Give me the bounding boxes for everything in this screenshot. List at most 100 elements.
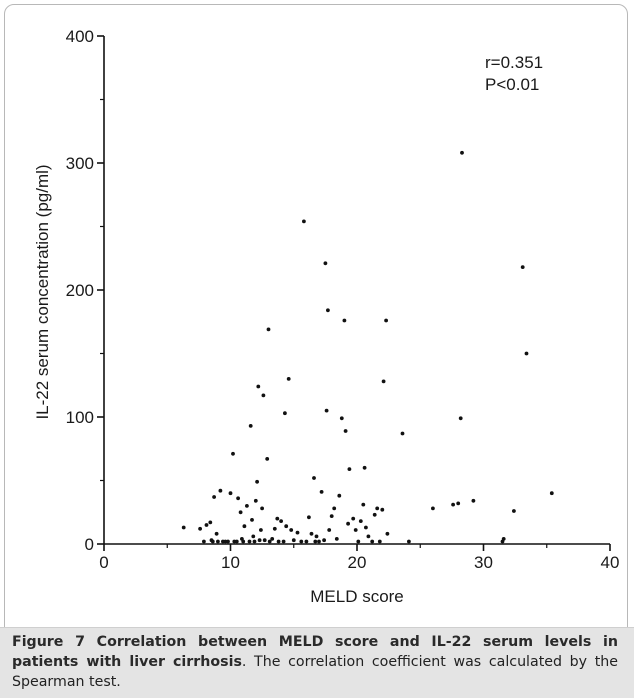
data-points: [181, 150, 554, 544]
data-point: [375, 506, 380, 511]
data-point: [253, 498, 258, 503]
data-point: [260, 506, 264, 511]
data-point: [400, 431, 405, 436]
y-tick-label: 200: [66, 281, 94, 300]
data-point: [250, 518, 254, 522]
data-point: [241, 539, 246, 544]
data-point: [202, 539, 206, 544]
data-point: [524, 351, 529, 356]
data-point: [337, 493, 342, 498]
data-point: [248, 424, 253, 428]
data-point: [329, 514, 334, 518]
data-point: [275, 516, 280, 521]
x-tick-label: 10: [221, 553, 240, 572]
data-point: [364, 525, 368, 530]
data-point: [247, 539, 252, 544]
data-point: [370, 539, 375, 544]
data-point: [362, 465, 367, 470]
data-point: [198, 526, 203, 531]
data-point: [460, 150, 464, 155]
data-point: [358, 519, 363, 523]
x-tick-label: 20: [348, 553, 367, 572]
data-point: [366, 534, 371, 539]
data-point: [334, 537, 339, 541]
data-point: [347, 467, 352, 471]
data-point: [299, 539, 304, 544]
data-point: [304, 539, 309, 544]
y-tick-label: 0: [85, 535, 94, 554]
data-point: [291, 538, 296, 543]
data-point: [326, 308, 330, 313]
data-point: [218, 488, 223, 493]
data-point: [381, 379, 386, 384]
data-point: [251, 534, 256, 539]
data-point: [267, 539, 272, 544]
data-point: [210, 539, 215, 544]
data-point: [456, 501, 461, 506]
axes: 0 100 200 300 400 0 10 20 30 40: [66, 27, 620, 572]
data-point: [332, 506, 337, 511]
data-point: [276, 539, 281, 544]
data-point: [385, 531, 390, 536]
x-tick-label: 40: [601, 553, 620, 572]
data-point: [228, 491, 233, 496]
data-point: [471, 498, 476, 503]
data-point: [208, 520, 213, 525]
data-point: [356, 539, 361, 544]
y-axis-label: IL-22 serum concentration (pg/ml): [33, 164, 52, 419]
data-point: [380, 507, 385, 512]
data-point: [216, 539, 220, 544]
data-point: [236, 496, 241, 501]
data-point: [226, 539, 230, 544]
caption-title: Figure 7 Correlation between MELD score …: [12, 634, 618, 670]
data-point: [283, 411, 287, 416]
data-point: [284, 524, 289, 529]
y-tick-label: 100: [66, 408, 94, 427]
data-point: [256, 384, 261, 389]
data-point: [451, 502, 455, 507]
data-point: [270, 537, 275, 541]
data-point: [234, 539, 239, 544]
data-point: [512, 509, 516, 513]
data-point: [266, 327, 271, 332]
data-point: [317, 539, 321, 544]
x-tick-label: 0: [99, 553, 108, 572]
data-point: [281, 539, 286, 544]
data-point: [242, 524, 247, 529]
data-point: [407, 539, 411, 544]
data-point: [181, 525, 186, 530]
data-point: [431, 506, 435, 511]
data-point: [324, 408, 329, 413]
x-tick-label: 30: [474, 553, 493, 572]
data-point: [327, 528, 332, 532]
annotation-p: P<0.01: [485, 75, 539, 94]
data-point: [261, 393, 266, 398]
data-point: [323, 261, 328, 266]
data-point: [289, 528, 294, 532]
data-point: [279, 519, 283, 523]
data-point: [257, 538, 262, 543]
data-point: [204, 523, 209, 527]
data-point: [322, 538, 326, 543]
data-point: [520, 265, 525, 269]
data-point: [212, 495, 217, 499]
data-point: [265, 457, 270, 461]
data-point: [549, 491, 554, 496]
data-point: [361, 502, 366, 507]
data-point: [272, 526, 277, 531]
caption-background: [0, 627, 634, 698]
data-point: [295, 530, 300, 535]
data-point: [342, 318, 347, 323]
caption-text: . The correlation coefficient was calcul…: [12, 654, 618, 690]
data-point: [214, 531, 219, 536]
data-point: [314, 534, 319, 539]
figure-frame: [4, 4, 628, 691]
figure-caption: Figure 7 Correlation between MELD score …: [12, 632, 618, 692]
data-point: [343, 429, 348, 433]
data-point: [309, 531, 314, 536]
data-point: [238, 510, 243, 515]
data-point: [372, 512, 377, 517]
x-axis-label: MELD score: [310, 587, 404, 606]
data-point: [302, 219, 306, 224]
data-point: [501, 537, 506, 541]
